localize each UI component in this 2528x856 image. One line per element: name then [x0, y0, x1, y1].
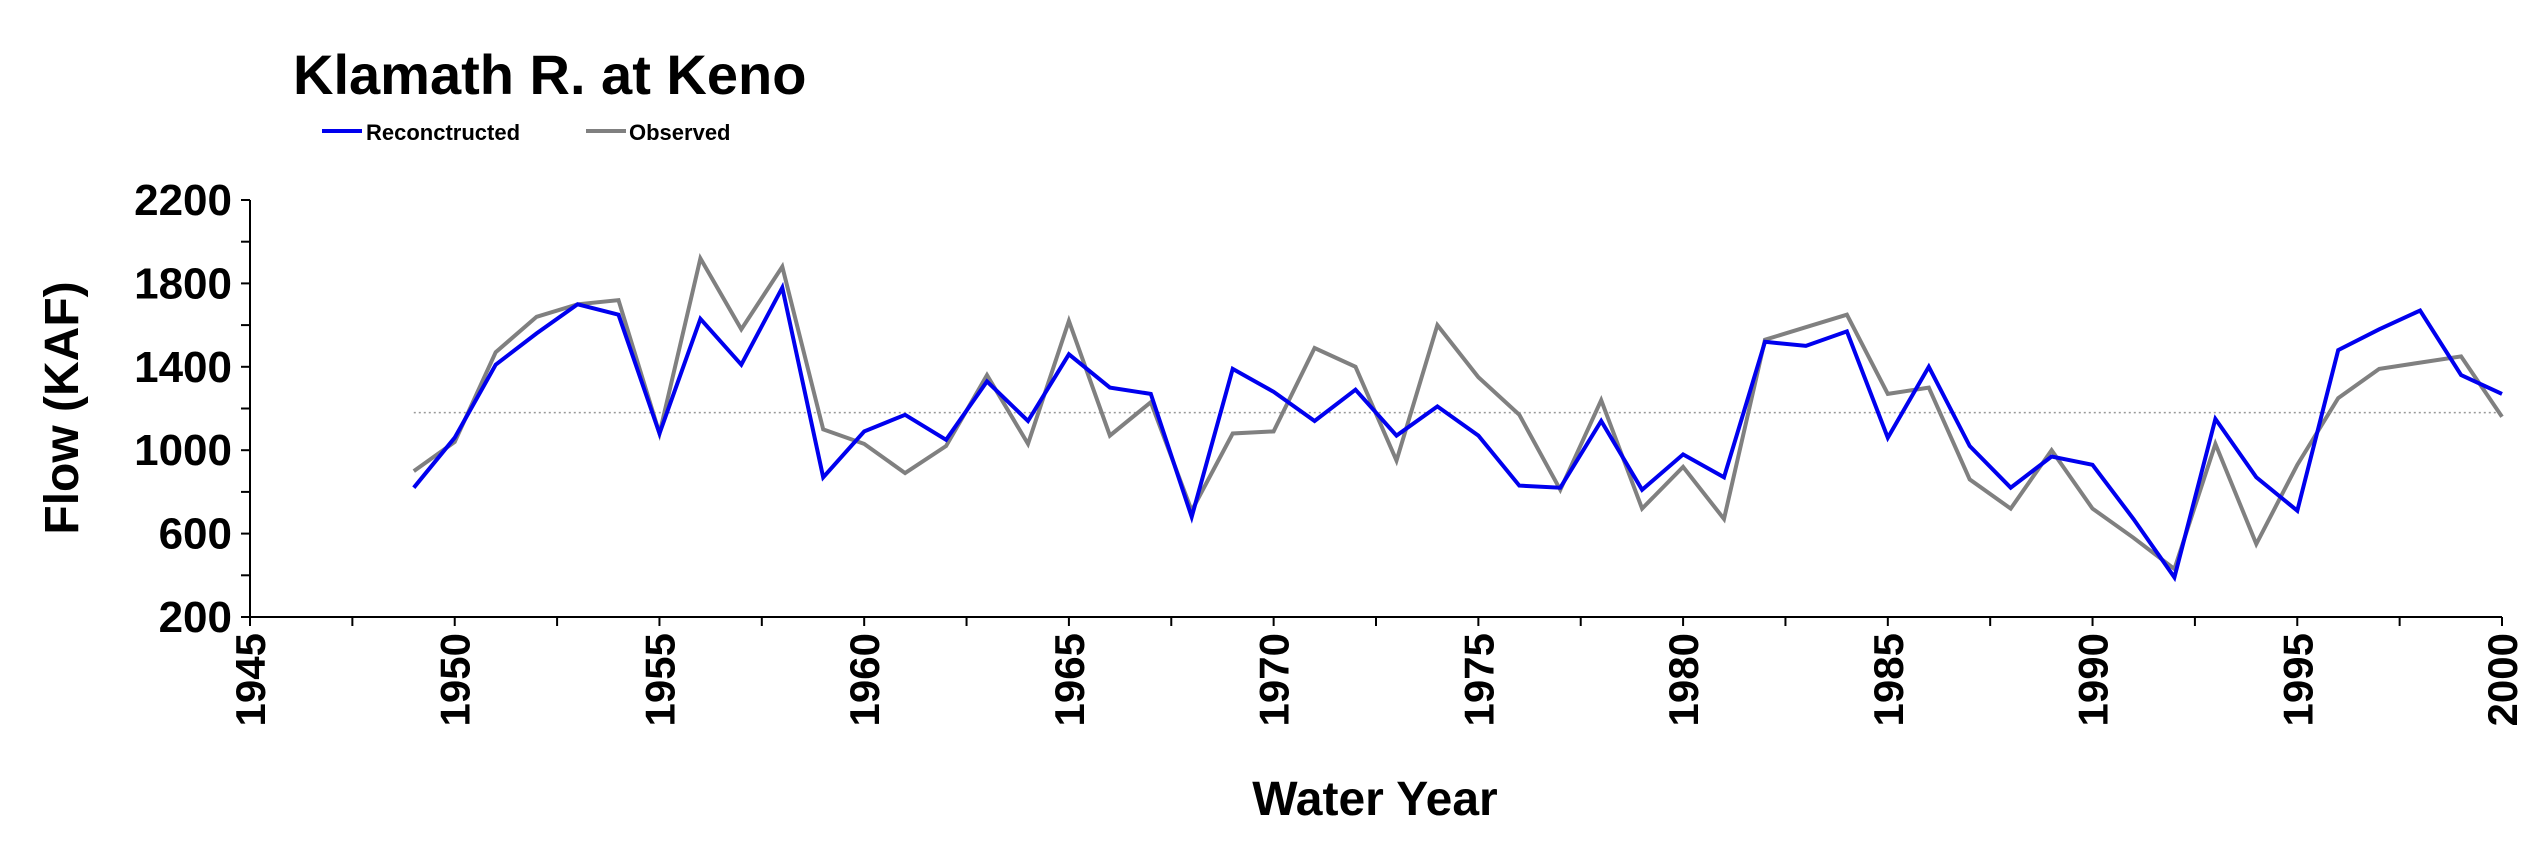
x-tick-label: 1950 [432, 633, 479, 726]
x-axis: 1945 1950 1955 1960 1965 1970 1975 1980 1985 1990… [227, 616, 2526, 726]
x-tick-label: 1965 [1046, 633, 1093, 726]
x-tick-label: 1990 [2070, 633, 2117, 726]
x-tick-label: 1985 [1865, 633, 1912, 726]
x-axis-label: Water Year [1252, 773, 1497, 826]
y-axis: 200 600 1000 1400 1800 2200 [134, 176, 251, 642]
x-tick-label: 1945 [227, 633, 274, 726]
x-tick-label: 1960 [841, 633, 888, 726]
legend: Reconctructed Observed [322, 120, 731, 145]
y-tick-label: 200 [159, 593, 232, 642]
y-tick-label: 1800 [134, 259, 232, 308]
x-tick-label: 1980 [1660, 633, 1707, 726]
y-tick-label: 1000 [134, 426, 232, 475]
y-tick-label: 2200 [134, 176, 232, 225]
y-tick-label: 1400 [134, 343, 232, 392]
legend-label-reconstructed: Reconctructed [366, 120, 520, 145]
series-line-observed [412, 253, 2504, 573]
y-axis-label: Flow (KAF) [36, 281, 89, 534]
x-tick-label: 1995 [2274, 633, 2321, 726]
legend-label-observed: Observed [629, 120, 731, 145]
x-tick-label: 1955 [636, 633, 683, 726]
x-tick-label: 1970 [1251, 633, 1298, 726]
chart-title: Klamath R. at Keno [293, 43, 806, 106]
series-line-reconstructed [412, 281, 2503, 583]
series-layer [412, 253, 2504, 583]
y-tick-label: 600 [159, 510, 232, 559]
x-tick-label: 2000 [2479, 633, 2526, 726]
x-tick-label: 1975 [1455, 633, 1502, 726]
